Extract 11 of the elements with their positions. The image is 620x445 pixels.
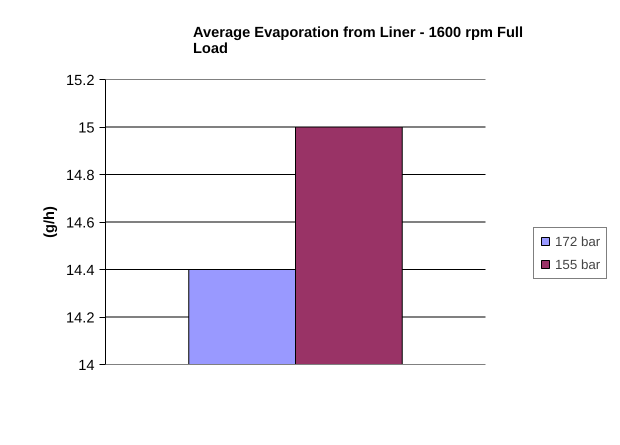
y-tick-label: 15 — [78, 120, 95, 136]
y-tick-label: 14 — [78, 358, 95, 374]
y-tick-label: 14.2 — [66, 310, 95, 326]
y-axis-title: (g/h) — [42, 206, 58, 238]
legend-label: 155 bar — [555, 256, 600, 272]
chart-title: Average Evaporation from Liner - 1600 rpm Full Load — [192, 25, 524, 57]
legend-label: 172 bar — [555, 234, 600, 248]
y-tick-label: 14.6 — [66, 216, 95, 232]
y-tick-label: 14.4 — [66, 263, 95, 279]
y-tick-label: 14.8 — [66, 168, 95, 184]
y-tick-label: 15.2 — [66, 73, 95, 89]
